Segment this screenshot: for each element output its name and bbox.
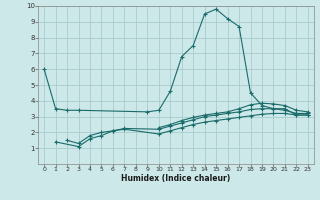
X-axis label: Humidex (Indice chaleur): Humidex (Indice chaleur): [121, 174, 231, 183]
